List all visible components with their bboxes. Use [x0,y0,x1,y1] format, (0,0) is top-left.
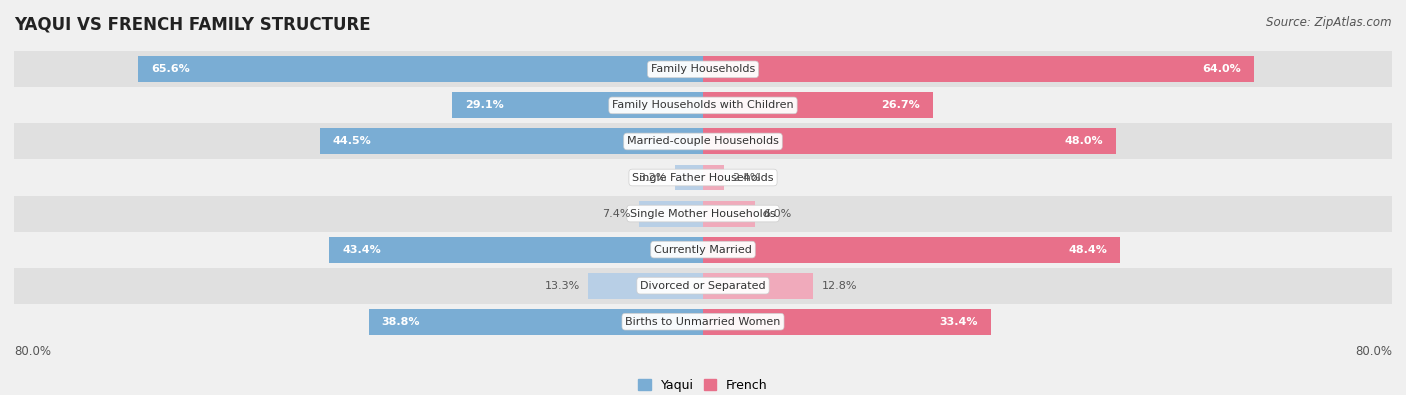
Text: 2.4%: 2.4% [733,173,761,182]
Text: 3.2%: 3.2% [638,173,666,182]
Bar [14,304,1392,340]
Text: 38.8%: 38.8% [382,317,420,327]
Bar [453,92,703,118]
Bar [703,165,724,190]
Bar [14,51,1392,87]
Bar [703,273,813,299]
Bar [640,201,703,226]
Bar [703,309,991,335]
Bar [703,56,1254,82]
Text: Currently Married: Currently Married [654,245,752,255]
Text: 48.0%: 48.0% [1064,136,1104,147]
Bar [368,309,703,335]
Text: 12.8%: 12.8% [823,280,858,291]
Bar [329,237,703,263]
Bar [14,123,1392,160]
Text: Single Mother Households: Single Mother Households [630,209,776,218]
Text: 7.4%: 7.4% [602,209,631,218]
Bar [703,201,755,226]
Text: 48.4%: 48.4% [1069,245,1107,255]
Text: 33.4%: 33.4% [939,317,977,327]
Bar [14,87,1392,123]
Text: Single Father Households: Single Father Households [633,173,773,182]
Text: 64.0%: 64.0% [1202,64,1241,74]
Text: 43.4%: 43.4% [342,245,381,255]
Bar [14,196,1392,231]
Bar [14,268,1392,304]
Text: Family Households: Family Households [651,64,755,74]
Text: 13.3%: 13.3% [544,280,579,291]
Text: 65.6%: 65.6% [150,64,190,74]
Text: Family Households with Children: Family Households with Children [612,100,794,111]
Text: 26.7%: 26.7% [882,100,920,111]
Bar [703,92,934,118]
Text: YAQUI VS FRENCH FAMILY STRUCTURE: YAQUI VS FRENCH FAMILY STRUCTURE [14,16,371,34]
Text: 6.0%: 6.0% [763,209,792,218]
Text: Divorced or Separated: Divorced or Separated [640,280,766,291]
Text: 44.5%: 44.5% [333,136,371,147]
Text: 80.0%: 80.0% [14,345,51,358]
Bar [319,128,703,154]
Legend: Yaqui, French: Yaqui, French [633,374,773,395]
Text: Births to Unmarried Women: Births to Unmarried Women [626,317,780,327]
Bar [14,160,1392,196]
Bar [703,128,1116,154]
Text: Married-couple Households: Married-couple Households [627,136,779,147]
Text: Source: ZipAtlas.com: Source: ZipAtlas.com [1267,16,1392,29]
Text: 80.0%: 80.0% [1355,345,1392,358]
Bar [138,56,703,82]
Text: 29.1%: 29.1% [465,100,505,111]
Bar [589,273,703,299]
Bar [675,165,703,190]
Bar [703,237,1119,263]
Bar [14,231,1392,268]
